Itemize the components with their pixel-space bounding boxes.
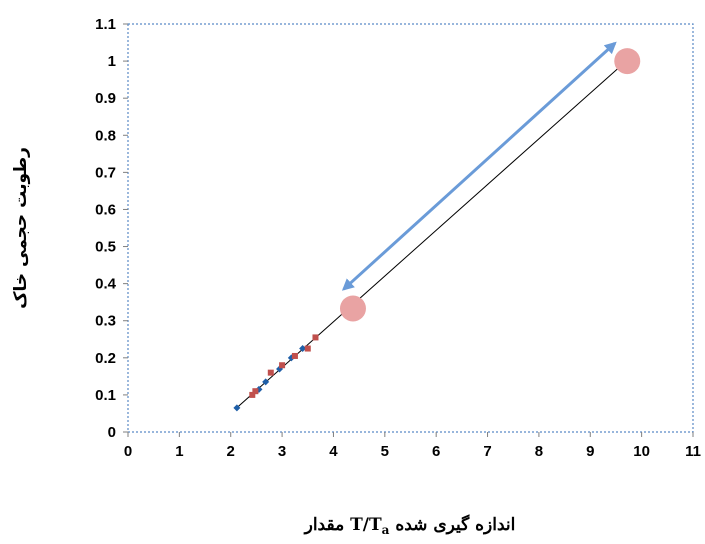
- x-tick-label: 7: [483, 443, 491, 460]
- x-tick-label: 9: [586, 443, 594, 460]
- data-point-diamond: [233, 404, 241, 412]
- data-point-square: [304, 345, 311, 352]
- y-tick-label: 1: [108, 53, 116, 70]
- y-axis-ticks: 0 0.1 0.2 0.3 0.4 0.5 0.6 0.7 0.8 0.9 1 1.1: [95, 16, 128, 441]
- data-point-square: [267, 369, 274, 376]
- y-tick-label: 0.1: [95, 387, 116, 404]
- data-point-square: [279, 362, 286, 369]
- double-arrow: [341, 41, 617, 291]
- data-point-square: [312, 334, 319, 341]
- y-tick-label: 0.5: [95, 239, 116, 256]
- x-axis-label: مقدار T/Ta اندازه گیری شده: [303, 514, 516, 537]
- y-axis-label: رطوبت حجمی خاک: [11, 147, 31, 309]
- data-point-diamond: [299, 345, 307, 353]
- x-axis-ticks: 0 1 2 3 4 5 6 7 8 9 10 11: [124, 432, 701, 460]
- y-tick-label: 0.9: [95, 90, 116, 107]
- data-point-square: [291, 352, 298, 359]
- plot-area-border: [127, 23, 694, 433]
- x-tick-label: 5: [381, 443, 389, 460]
- y-tick-label: 0.7: [95, 164, 116, 181]
- x-axis-label-t: T/T: [350, 515, 382, 535]
- y-tick-label: 0.4: [95, 276, 117, 293]
- y-tick-label: 0.3: [95, 313, 116, 330]
- data-point-diamond: [255, 385, 263, 393]
- x-tick-label: 10: [633, 443, 650, 460]
- y-tick-label: 0.8: [95, 127, 116, 144]
- x-axis-label-sub: a: [382, 523, 390, 537]
- x-tick-label: 8: [535, 443, 543, 460]
- highlight-circle: [614, 48, 641, 75]
- x-tick-label: 4: [329, 443, 338, 460]
- x-tick-label: 0: [124, 443, 132, 460]
- x-tick-label: 6: [432, 443, 440, 460]
- x-tick-label: 11: [685, 443, 701, 460]
- data-point-square: [249, 391, 256, 398]
- data-point-diamond: [262, 378, 270, 386]
- y-tick-label: 0.2: [95, 350, 116, 367]
- highlight-circles: [339, 48, 641, 322]
- x-axis-label-pre: مقدار: [303, 515, 345, 535]
- y-tick-label: 0.6: [95, 201, 116, 218]
- data-points: [233, 334, 319, 412]
- x-axis-label-post: اندازه گیری شده: [395, 514, 515, 535]
- highlight-circle: [339, 295, 366, 322]
- y-tick-label: 0: [108, 424, 116, 441]
- data-point-square: [252, 388, 259, 395]
- y-tick-label: 1.1: [95, 16, 116, 33]
- x-tick-label: 3: [278, 443, 286, 460]
- x-tick-label: 1: [175, 443, 183, 460]
- x-tick-label: 2: [227, 443, 235, 460]
